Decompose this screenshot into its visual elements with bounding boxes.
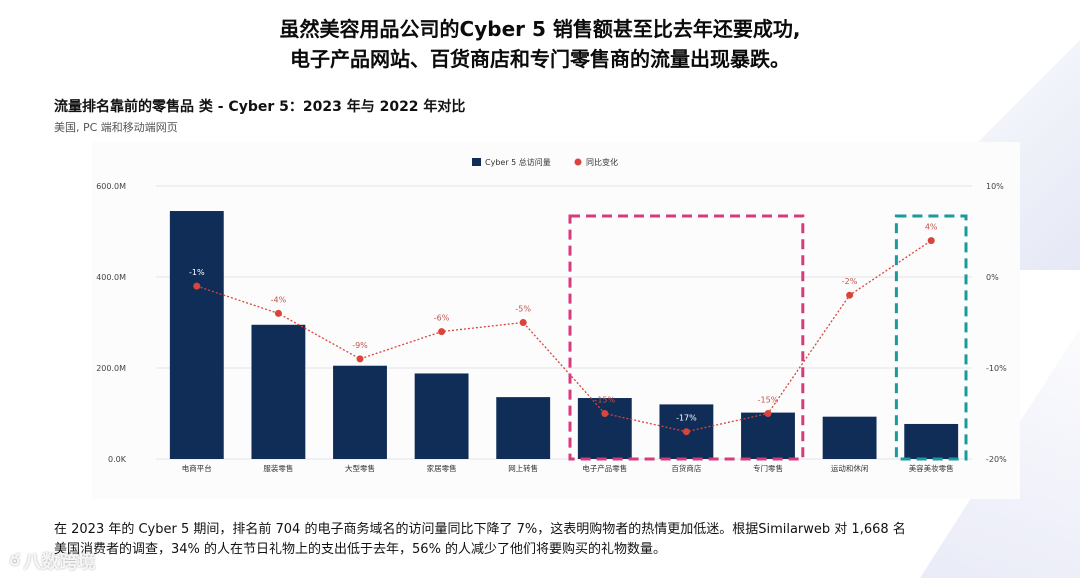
combo-chart: 0.0K 200.0M 400.0M 600.0M -20% -10% 0% 10% Cyber… (96, 157, 1007, 473)
data-label: -1% (189, 268, 205, 277)
legend-label: 同比变化 (586, 157, 618, 167)
series-point (519, 319, 527, 326)
highlight-box (894, 214, 968, 461)
data-label: -15% (594, 396, 615, 405)
y-left-tick-label: 200.0M (96, 364, 126, 373)
y-right-tick-label: -20% (986, 455, 1007, 464)
series-point (927, 237, 935, 245)
headline-line: 电子产品网站、百货商店和专门零售商的流量出现暴跌。 (290, 47, 790, 71)
series-point (846, 291, 854, 299)
series-point (601, 410, 609, 417)
legend-label: Cyber 5 总访问量 (485, 157, 551, 167)
x-tick-label: 百货商店 (671, 463, 701, 473)
y-right-tick-label: -10% (986, 364, 1007, 373)
watermark: ఠ 八数跨境 (10, 548, 96, 574)
chart-title: 流量排名靠前的零售品 类 - Cyber 5：2023 年与 2022 年对比 (54, 99, 466, 115)
headline-line: 虽然美容用品公司的Cyber 5 销售额甚至比去年还要成功, (279, 17, 801, 41)
bar (333, 365, 387, 459)
footer-line: 美国消费者的调查，34% 的人在节日礼物上的支出低于去年，56% 的人减少了他们… (54, 542, 667, 557)
footer-text: 在 2023 年的 Cyber 5 期间，排名前 704 的电子商务域名的访问量… (54, 520, 1044, 560)
x-tick-label: 网上转售 (508, 463, 538, 473)
footer-line: 在 2023 年的 Cyber 5 期间，排名前 704 的电子商务域名的访问量… (54, 522, 906, 537)
series-point (764, 410, 772, 417)
series-point (356, 355, 364, 363)
data-label: -5% (515, 305, 531, 314)
x-tick-label: 家居零售 (427, 463, 457, 473)
bar (496, 397, 551, 459)
data-label: -9% (352, 341, 368, 350)
x-tick-label: 专门零售 (753, 463, 783, 473)
bar (414, 373, 469, 459)
series-point (682, 428, 690, 436)
chart-panel: 0.0K 200.0M 400.0M 600.0M -20% -10% 0% 10% Cyber… (92, 142, 1020, 499)
bar (822, 416, 877, 459)
watermark-logo-icon: ఠ (10, 549, 20, 569)
x-tick-label: 美容美妆零售 (909, 463, 954, 473)
data-label: -4% (271, 295, 287, 304)
bar (251, 324, 306, 459)
series-line (196, 240, 932, 433)
data-label: -17% (676, 414, 697, 423)
y-left-tick-label: 600.0M (96, 182, 126, 191)
watermark-text: 八数跨境 (23, 552, 96, 573)
x-tick-label: 服装零售 (263, 463, 293, 473)
bar (741, 412, 795, 459)
series-point (274, 309, 282, 317)
data-label: -6% (434, 314, 450, 323)
y-right-tick-label: 0% (986, 273, 999, 282)
highlight-box (568, 214, 805, 461)
bar (577, 398, 632, 459)
data-label: 4% (925, 223, 938, 232)
x-tick-label: 运动和休闲 (831, 463, 869, 473)
headline: 虽然美容用品公司的Cyber 5 销售额甚至比去年还要成功, 电子产品网站、百货… (0, 14, 1080, 74)
legend-swatch-line (574, 158, 582, 166)
chart-subtitle: 美国, PC 端和移动端网页 (54, 121, 178, 134)
x-tick-label: 电商平台 (182, 463, 212, 473)
x-tick-label: 电子产品零售 (582, 463, 627, 473)
series-point (193, 282, 201, 290)
x-tick-label: 大型零售 (345, 463, 375, 473)
series-point (438, 328, 446, 336)
data-label: -15% (758, 396, 779, 405)
bar (169, 211, 224, 459)
legend-swatch-bar (472, 158, 481, 166)
y-left-tick-label: 0.0K (108, 455, 127, 464)
y-left-tick-label: 400.0M (96, 273, 126, 282)
bar (904, 423, 959, 459)
data-label: -2% (842, 277, 858, 286)
y-right-tick-label: 10% (986, 182, 1004, 191)
